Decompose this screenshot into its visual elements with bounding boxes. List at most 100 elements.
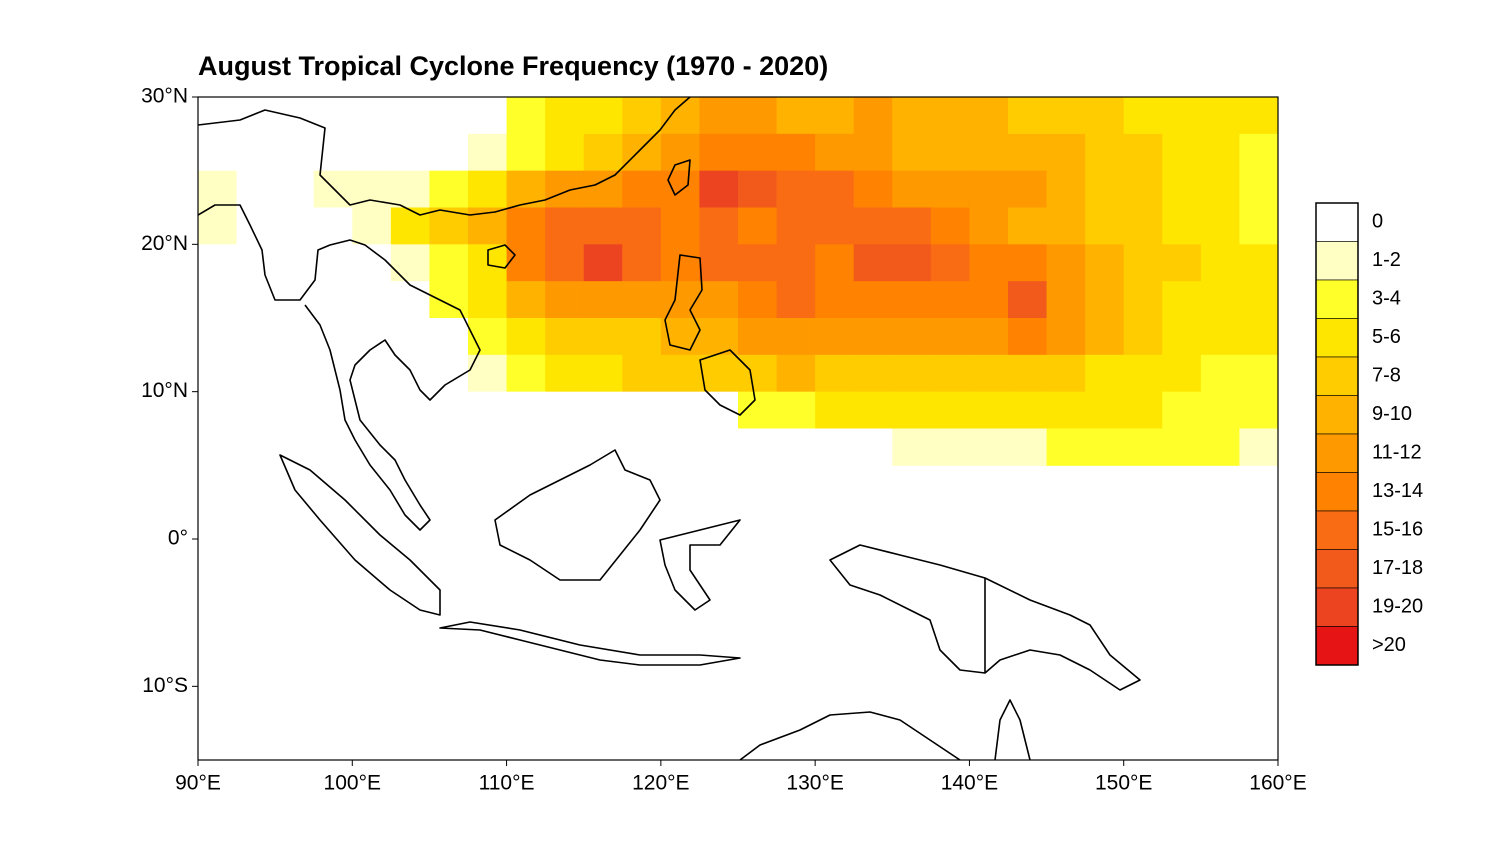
heat-cell	[429, 97, 469, 135]
heat-cell	[776, 244, 816, 282]
heat-cell	[699, 97, 739, 135]
heat-cell	[545, 133, 585, 172]
heat-cell	[198, 428, 238, 466]
heat-cell	[622, 207, 662, 245]
heat-cell	[313, 133, 353, 172]
heat-cell	[506, 133, 546, 172]
heat-cell	[468, 428, 508, 466]
heat-cell	[1008, 428, 1048, 466]
legend-swatch	[1315, 318, 1359, 358]
heat-cell	[892, 207, 932, 245]
heat-cell	[815, 354, 855, 393]
legend-swatch	[1315, 279, 1359, 319]
heat-cell	[236, 354, 276, 393]
heat-cell	[506, 354, 546, 393]
heat-cell	[429, 318, 469, 356]
heat-cell	[776, 391, 816, 429]
heat-cell	[390, 133, 430, 172]
heat-cell	[1162, 354, 1202, 393]
heat-cell	[1162, 207, 1202, 245]
heat-cell	[545, 170, 585, 208]
heat-cell	[1085, 281, 1125, 319]
heat-cell	[1200, 207, 1240, 245]
heat-cell	[969, 207, 1009, 245]
heat-cell	[583, 170, 623, 208]
heat-cell	[468, 97, 508, 135]
heat-cell	[1239, 281, 1278, 319]
heat-cell	[815, 207, 855, 245]
heat-cell	[815, 428, 855, 466]
legend-label: 3-4	[1372, 288, 1401, 310]
heat-cell	[969, 281, 1009, 319]
heat-cell	[506, 281, 546, 319]
heat-cell	[660, 170, 700, 208]
heat-cell	[892, 170, 932, 208]
heat-cell	[1085, 391, 1125, 429]
heat-cell	[352, 97, 392, 135]
heat-cell	[468, 354, 508, 393]
heat-cell	[1239, 97, 1278, 135]
heat-cell	[313, 207, 353, 245]
heat-cell	[1046, 97, 1086, 135]
heat-cell	[699, 354, 739, 393]
heat-cell	[699, 391, 739, 429]
heat-cell	[1239, 354, 1278, 393]
philippines	[664, 254, 756, 416]
heat-cell	[236, 133, 276, 172]
heat-cell	[1162, 281, 1202, 319]
heat-cell	[236, 391, 276, 429]
heat-cell	[1085, 354, 1125, 393]
heat-cell	[352, 281, 392, 319]
legend-label: 13-14	[1372, 480, 1423, 502]
heat-cell	[1123, 97, 1163, 135]
heat-cell	[236, 428, 276, 466]
heat-cell	[506, 391, 546, 429]
heat-cell	[198, 391, 238, 429]
heat-cell	[1008, 207, 1048, 245]
legend-label: 11-12	[1372, 442, 1422, 464]
heat-cell	[776, 354, 816, 393]
heat-cell	[545, 244, 585, 282]
heat-cell	[583, 133, 623, 172]
heat-cell	[352, 354, 392, 393]
heat-cell	[699, 207, 739, 245]
heat-cell	[583, 428, 623, 466]
heat-cell	[969, 133, 1009, 172]
y-tick-label: 20°N	[141, 232, 188, 255]
heat-cell	[1085, 170, 1125, 208]
heat-cell	[1046, 391, 1086, 429]
heat-cell	[236, 318, 276, 356]
heat-cell	[660, 244, 700, 282]
heat-cell	[583, 207, 623, 245]
heat-cell	[390, 281, 430, 319]
heat-cell	[1200, 281, 1240, 319]
heat-cell	[583, 354, 623, 393]
heat-cell	[930, 133, 970, 172]
y-tick-label: 10°S	[142, 674, 188, 697]
sumatra	[279, 454, 441, 616]
heat-cell	[660, 97, 700, 135]
heat-cell	[622, 133, 662, 172]
heat-cell	[1200, 428, 1240, 466]
heat-cell	[738, 318, 778, 356]
x-tick-label: 100°E	[324, 772, 381, 795]
heat-cell	[853, 281, 893, 319]
mainland-asia	[198, 97, 691, 531]
heat-cell	[1123, 428, 1163, 466]
heat-cell	[275, 354, 315, 393]
heat-cell	[660, 207, 700, 245]
heat-cell	[1239, 133, 1278, 172]
legend-swatch	[1315, 472, 1359, 512]
heat-cell	[1008, 281, 1048, 319]
y-tick-label: 0°	[168, 527, 188, 550]
heat-cell	[198, 207, 238, 245]
x-tick-label: 150°E	[1095, 772, 1152, 795]
heat-cell	[583, 318, 623, 356]
heat-cell	[853, 354, 893, 393]
heat-cell	[1162, 97, 1202, 135]
heat-cell	[930, 244, 970, 282]
heat-cell	[776, 428, 816, 466]
heat-cell	[506, 318, 546, 356]
heat-cell	[275, 170, 315, 208]
